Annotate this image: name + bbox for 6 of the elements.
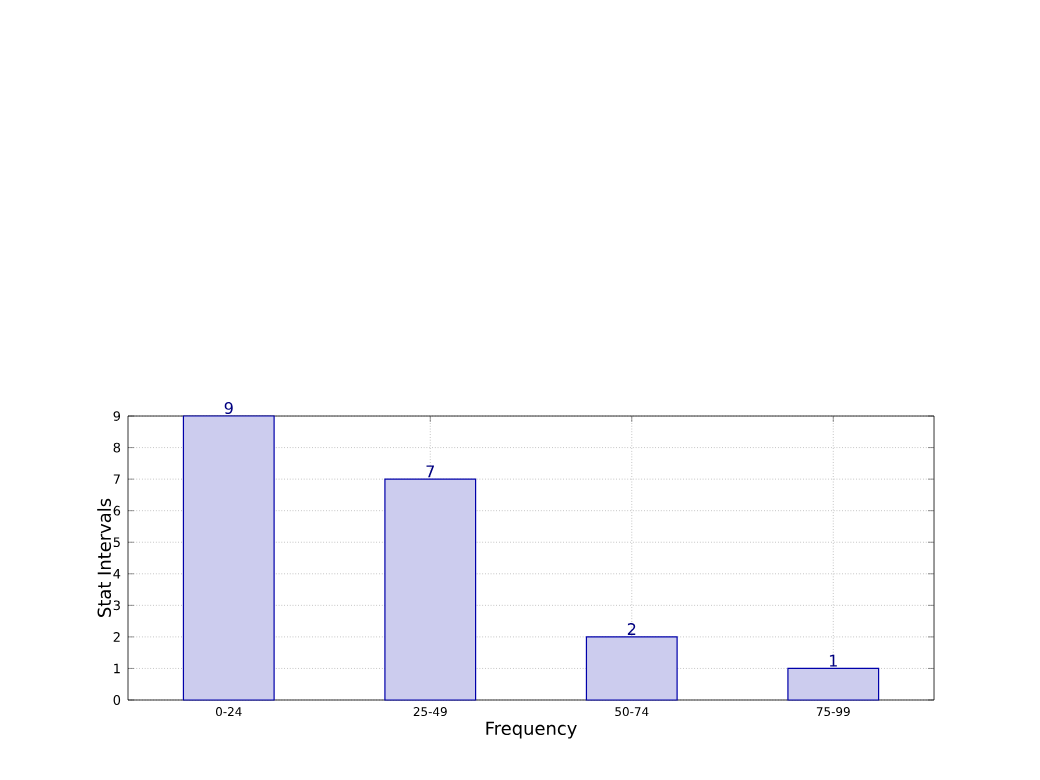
bar [787, 667, 880, 701]
bar [384, 478, 477, 701]
y-axis-title: Stat Intervals [97, 498, 112, 617]
bar [585, 636, 678, 701]
x-axis-title: Frequency [486, 721, 577, 739]
bar [182, 415, 275, 701]
